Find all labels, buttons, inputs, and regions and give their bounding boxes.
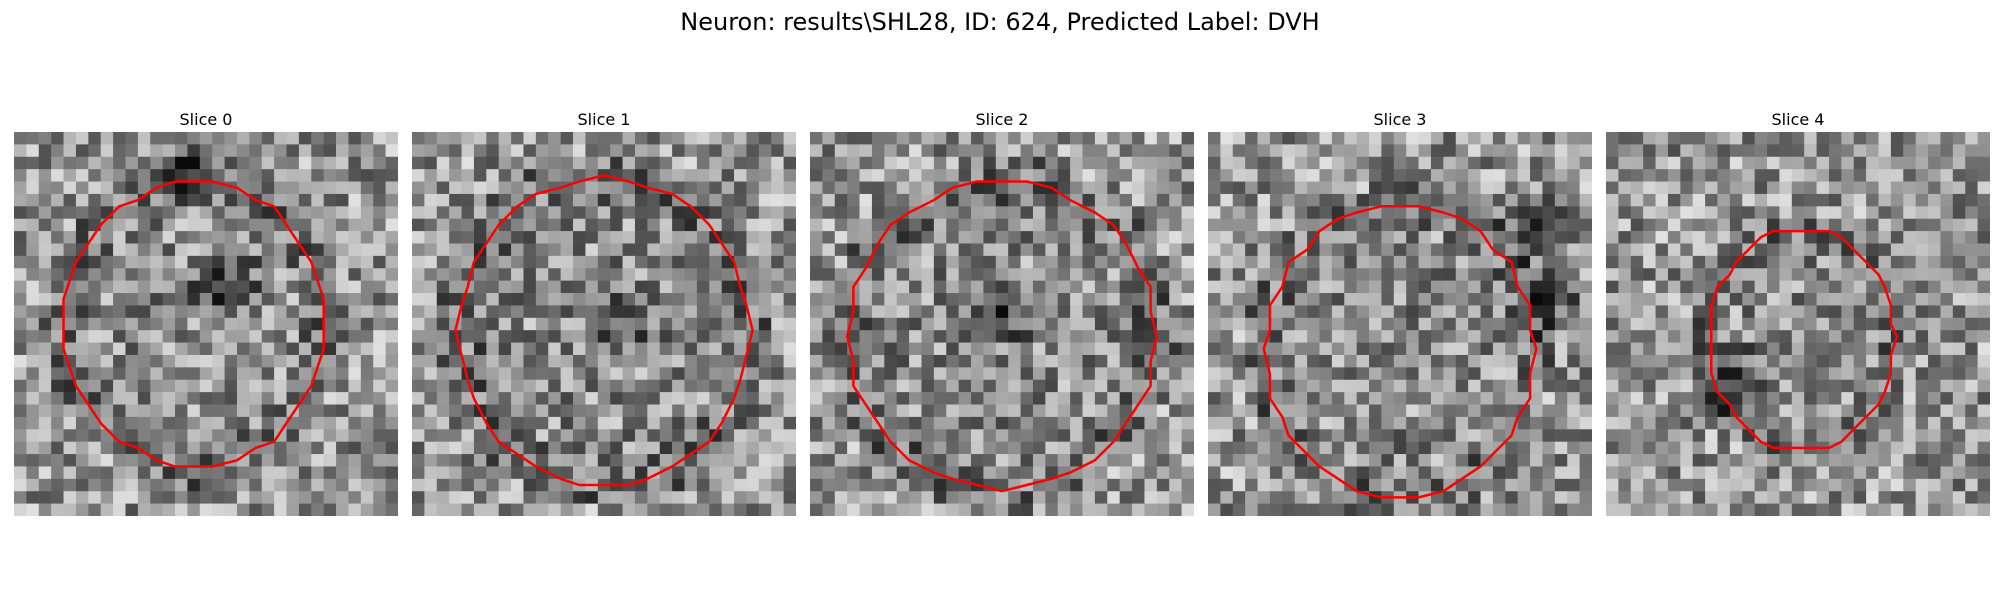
slice-image-3 bbox=[1208, 132, 1592, 516]
neuron-contour-1 bbox=[454, 174, 754, 487]
neuron-contour-4 bbox=[1710, 229, 1899, 450]
slice-image-2 bbox=[810, 132, 1194, 516]
pixel-grid-4 bbox=[1606, 132, 1990, 516]
neuron-contour-2 bbox=[845, 180, 1159, 493]
pixel-grid-0 bbox=[14, 132, 398, 516]
neuron-contour-0 bbox=[62, 180, 325, 468]
slice-title-3: Slice 3 bbox=[1373, 110, 1427, 129]
slice-image-1 bbox=[412, 132, 796, 516]
figure-title: Neuron: results\SHL28, ID: 624, Predicte… bbox=[680, 8, 1320, 36]
slice-title-1: Slice 1 bbox=[577, 110, 631, 129]
slice-image-0 bbox=[14, 132, 398, 516]
slice-title-4: Slice 4 bbox=[1771, 110, 1825, 129]
slice-panel-1: Slice 1 bbox=[412, 108, 796, 516]
slice-title-0: Slice 0 bbox=[179, 110, 233, 129]
neuron-contour-3 bbox=[1262, 205, 1538, 499]
pixel-grid-1 bbox=[412, 132, 796, 516]
slice-image-4 bbox=[1606, 132, 1990, 516]
pixel-grid-2 bbox=[810, 132, 1194, 516]
pixel-grid-3 bbox=[1208, 132, 1592, 516]
slice-title-2: Slice 2 bbox=[975, 110, 1029, 129]
slice-panel-3: Slice 3 bbox=[1208, 108, 1592, 516]
slice-panel-4: Slice 4 bbox=[1606, 108, 1990, 516]
slice-panel-0: Slice 0 bbox=[14, 108, 398, 516]
slice-panel-2: Slice 2 bbox=[810, 108, 1194, 516]
